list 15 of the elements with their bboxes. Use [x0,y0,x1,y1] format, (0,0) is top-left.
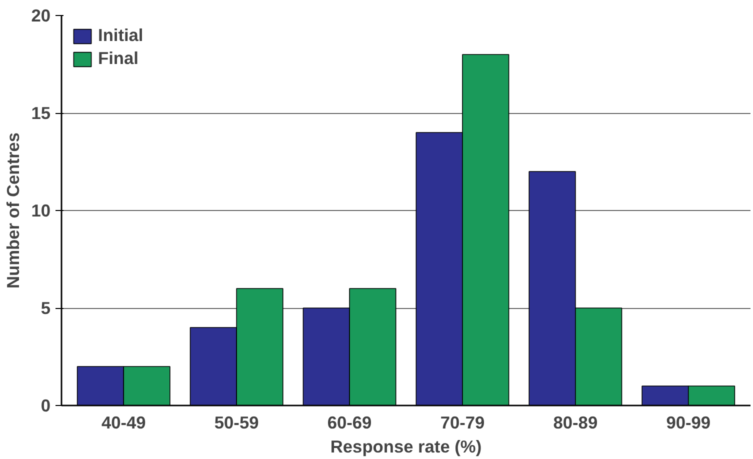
legend-label: Initial [98,25,144,46]
y-tick-label: 20 [31,6,51,26]
y-tick-label: 10 [31,200,51,220]
y-tick-label: 0 [40,396,51,416]
x-tick-label: 80-89 [553,412,598,432]
x-tick-label: 50-59 [214,412,259,432]
legend-label: Final [98,48,138,69]
y-axis-title: Number of Centres [3,132,24,288]
x-tick-label: 40-49 [101,412,146,432]
x-tick-label: 70-79 [440,412,485,432]
x-tick-label: 90-99 [666,412,711,432]
x-axis-title: Response rate (%) [330,436,482,456]
y-tick-label: 15 [31,103,51,123]
y-tick-label: 5 [40,298,51,318]
x-tick-label: 60-69 [327,412,372,432]
